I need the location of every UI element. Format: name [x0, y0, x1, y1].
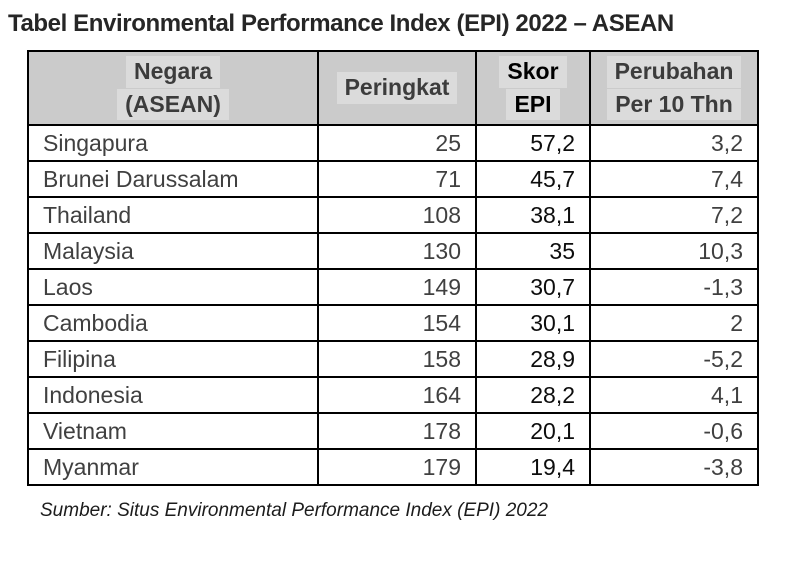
table-row: Filipina 158 28,9 -5,2 [27, 340, 759, 378]
cell-skor: 38,1 [475, 196, 591, 234]
cell-skor: 35 [475, 232, 591, 270]
column-header-peringkat: Peringkat [317, 50, 477, 126]
cell-peringkat: 108 [317, 196, 477, 234]
table-row: Brunei Darussalam 71 45,7 7,4 [27, 160, 759, 198]
cell-perubahan: 4,1 [589, 376, 759, 414]
cell-peringkat: 179 [317, 448, 477, 486]
column-header-skor-epi: Skor EPI [475, 50, 591, 126]
cell-skor: 57,2 [475, 124, 591, 162]
cell-peringkat: 164 [317, 376, 477, 414]
cell-skor: 30,1 [475, 304, 591, 342]
cell-perubahan: 3,2 [589, 124, 759, 162]
cell-perubahan: 2 [589, 304, 759, 342]
page: Tabel Environmental Performance Index (E… [0, 10, 787, 571]
table-row: Vietnam 178 20,1 -0,6 [27, 412, 759, 450]
page-title: Tabel Environmental Performance Index (E… [8, 10, 674, 37]
cell-negara: Brunei Darussalam [27, 160, 319, 198]
cell-negara: Thailand [27, 196, 319, 234]
header-label-line: EPI [506, 88, 560, 121]
column-header-perubahan: Perubahan Per 10 Thn [589, 50, 759, 126]
cell-negara: Malaysia [27, 232, 319, 270]
cell-peringkat: 154 [317, 304, 477, 342]
header-label-line: (ASEAN) [117, 88, 229, 121]
cell-negara: Cambodia [27, 304, 319, 342]
cell-skor: 30,7 [475, 268, 591, 306]
cell-peringkat: 71 [317, 160, 477, 198]
table-row: Cambodia 154 30,1 2 [27, 304, 759, 342]
cell-skor: 28,9 [475, 340, 591, 378]
header-label-line: Negara [126, 55, 220, 88]
column-header-negara: Negara (ASEAN) [27, 50, 319, 126]
cell-peringkat: 178 [317, 412, 477, 450]
cell-peringkat: 149 [317, 268, 477, 306]
cell-peringkat: 25 [317, 124, 477, 162]
cell-negara: Indonesia [27, 376, 319, 414]
cell-negara: Filipina [27, 340, 319, 378]
cell-perubahan: 7,2 [589, 196, 759, 234]
cell-negara: Myanmar [27, 448, 319, 486]
cell-perubahan: -0,6 [589, 412, 759, 450]
header-label-line: Peringkat [336, 72, 458, 104]
cell-perubahan: -1,3 [589, 268, 759, 306]
header-label-line: Skor [499, 55, 567, 88]
table-row: Laos 149 30,7 -1,3 [27, 268, 759, 306]
source-note: Sumber: Situs Environmental Performance … [40, 500, 548, 521]
cell-negara: Singapura [27, 124, 319, 162]
cell-negara: Vietnam [27, 412, 319, 450]
table-row: Singapura 25 57,2 3,2 [27, 124, 759, 162]
cell-peringkat: 158 [317, 340, 477, 378]
epi-table: Negara (ASEAN) Peringkat Skor EPI Peruba… [27, 50, 759, 486]
table-row: Thailand 108 38,1 7,2 [27, 196, 759, 234]
cell-perubahan: 7,4 [589, 160, 759, 198]
cell-negara: Laos [27, 268, 319, 306]
header-label-line: Per 10 Thn [607, 88, 741, 121]
header-label-line: Perubahan [606, 55, 742, 88]
table-row: Malaysia 130 35 10,3 [27, 232, 759, 270]
cell-skor: 28,2 [475, 376, 591, 414]
cell-perubahan: -5,2 [589, 340, 759, 378]
cell-skor: 20,1 [475, 412, 591, 450]
cell-skor: 19,4 [475, 448, 591, 486]
cell-peringkat: 130 [317, 232, 477, 270]
header-row: Negara (ASEAN) Peringkat Skor EPI Peruba… [27, 50, 759, 126]
cell-skor: 45,7 [475, 160, 591, 198]
table-row: Indonesia 164 28,2 4,1 [27, 376, 759, 414]
table-row: Myanmar 179 19,4 -3,8 [27, 448, 759, 486]
cell-perubahan: -3,8 [589, 448, 759, 486]
cell-perubahan: 10,3 [589, 232, 759, 270]
